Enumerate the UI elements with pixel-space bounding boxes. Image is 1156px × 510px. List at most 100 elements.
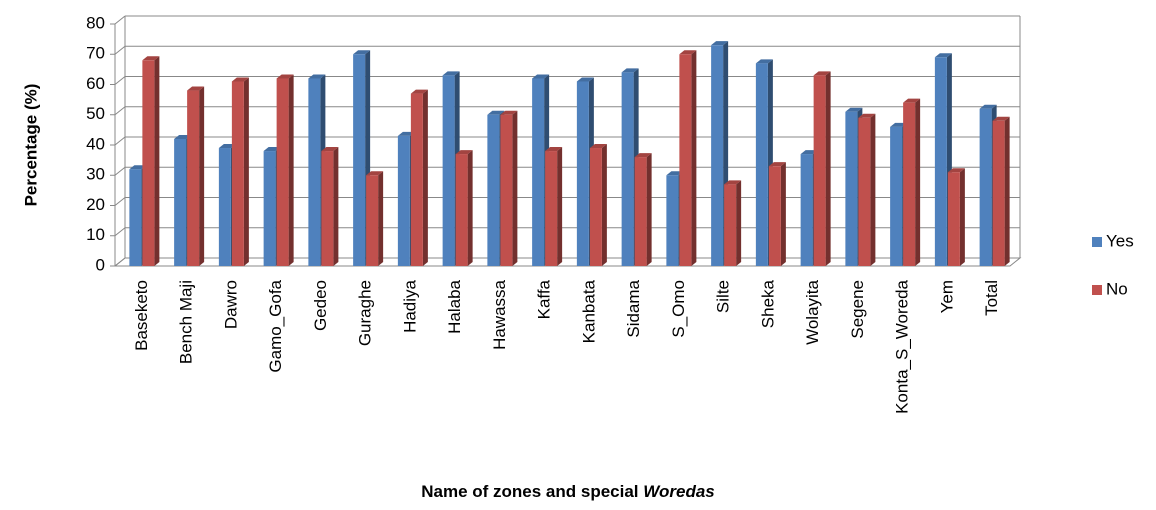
x-tick-label: Wolayita xyxy=(803,279,822,344)
bar-top xyxy=(934,53,952,58)
bar-top xyxy=(679,50,697,55)
legend-swatch xyxy=(1092,237,1102,247)
bar-top xyxy=(442,71,460,76)
bar-top xyxy=(768,162,786,167)
bar-side xyxy=(959,168,965,266)
grid-line-side xyxy=(114,136,126,146)
x-tick-label: Sidama xyxy=(624,279,643,337)
bar-side xyxy=(1004,116,1010,266)
x-tick-label: Total xyxy=(982,280,1001,316)
y-tick-label: 70 xyxy=(86,44,105,63)
grid-line-side xyxy=(114,106,126,116)
bar-top xyxy=(992,116,1010,121)
bar-side xyxy=(870,113,876,267)
y-axis-title: Percentage (%) xyxy=(21,84,40,207)
bar-top xyxy=(366,171,384,176)
bar xyxy=(934,57,947,267)
bar-side xyxy=(646,153,652,266)
bar xyxy=(724,184,737,266)
bar-side xyxy=(288,74,294,266)
bar xyxy=(768,166,781,266)
bar-top xyxy=(755,59,773,64)
y-tick-label: 50 xyxy=(86,104,105,123)
bar-top xyxy=(397,131,415,136)
bar-top xyxy=(263,147,281,152)
bar-top xyxy=(276,74,294,79)
bar xyxy=(353,54,366,266)
bar xyxy=(276,78,289,266)
bar-top xyxy=(979,104,997,109)
legend-label: Yes xyxy=(1106,231,1134,250)
bar xyxy=(129,169,142,266)
x-tick-label: Gamo_Gofa xyxy=(266,279,285,372)
bar-side xyxy=(199,86,205,266)
bar-side xyxy=(736,180,742,266)
grid-line-side xyxy=(114,15,126,25)
bar-side xyxy=(691,50,697,266)
x-tick-label: S_Omo xyxy=(669,280,688,338)
x-tick-label: Guraghe xyxy=(356,280,375,346)
bar-top xyxy=(845,107,863,112)
bar-top xyxy=(545,147,563,152)
y-tick-label: 40 xyxy=(86,134,105,153)
bar xyxy=(455,154,468,266)
bar xyxy=(321,151,334,266)
bar xyxy=(142,60,155,266)
x-tick-label: Halaba xyxy=(445,279,464,333)
bar xyxy=(992,120,1005,266)
bar-side xyxy=(915,98,921,267)
bar xyxy=(410,93,423,266)
bar-top xyxy=(666,171,684,176)
bar xyxy=(800,154,813,266)
legend-label: No xyxy=(1106,279,1128,298)
bar-side xyxy=(512,110,518,266)
x-tick-label: Bench Maji xyxy=(177,280,196,364)
bar xyxy=(845,111,858,266)
bar-top xyxy=(129,165,147,170)
bar-top xyxy=(218,144,236,149)
x-axis-title-emphasis: Woredas xyxy=(643,482,715,501)
bar-top xyxy=(500,110,518,115)
bar-side xyxy=(422,89,428,266)
x-tick-label: Hawassa xyxy=(490,279,509,349)
bar-side xyxy=(154,56,160,266)
bar-top xyxy=(903,98,921,103)
bar-top xyxy=(576,77,594,82)
bar-top xyxy=(410,89,428,94)
bar xyxy=(218,148,231,266)
bar-top xyxy=(487,110,505,115)
x-tick-label: Konta_S_Woreda xyxy=(893,279,912,413)
y-tick-label: 30 xyxy=(86,165,105,184)
bar-top xyxy=(321,147,339,152)
bar xyxy=(679,54,692,266)
grid-line-side xyxy=(114,166,126,176)
bar-top xyxy=(455,150,473,155)
bar xyxy=(813,75,826,266)
x-tick-label: Sheka xyxy=(758,279,777,328)
bar-side xyxy=(333,147,339,266)
bar-top xyxy=(142,56,160,61)
bar-top xyxy=(532,74,550,79)
bar-side xyxy=(825,71,831,266)
legend-swatch xyxy=(1092,285,1102,295)
bar-top xyxy=(724,180,742,185)
bar-top xyxy=(947,168,965,173)
bar xyxy=(231,81,244,266)
bar-top xyxy=(589,144,607,149)
bar-top xyxy=(621,68,639,73)
bar-top xyxy=(634,153,652,158)
bar-top xyxy=(813,71,831,76)
grid-line-side xyxy=(114,257,126,267)
bar xyxy=(666,175,679,266)
bar-top xyxy=(308,74,326,79)
bar xyxy=(308,78,321,266)
grid-line-side xyxy=(114,197,126,206)
y-tick-label: 0 xyxy=(96,255,105,274)
bar-top xyxy=(187,86,205,91)
bar-side xyxy=(243,77,249,266)
bar-top xyxy=(174,134,192,139)
x-axis-title-part: Name of zones and special xyxy=(421,482,638,501)
x-tick-label: Kanbata xyxy=(579,279,598,343)
bar xyxy=(890,126,903,266)
bar xyxy=(903,102,916,267)
